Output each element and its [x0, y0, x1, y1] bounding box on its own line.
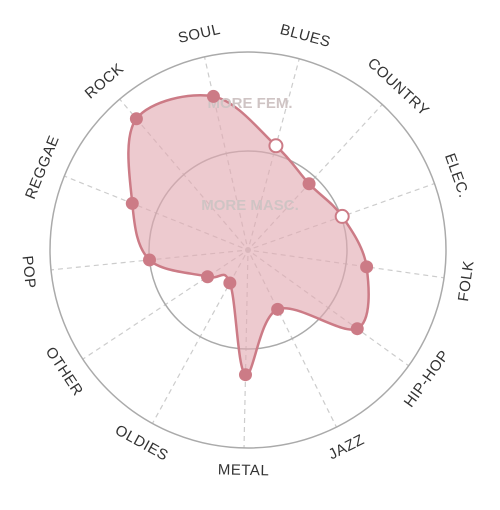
label-rock: ROCK [82, 60, 128, 102]
point-country[interactable] [302, 177, 316, 191]
point-folk[interactable] [360, 260, 374, 274]
label-blues: BLUES [278, 21, 332, 51]
point-rock[interactable] [129, 112, 143, 126]
ring-labels: MORE MASC. MORE FEM. [201, 95, 299, 214]
label-metal: METAL [218, 461, 270, 479]
radar-points [125, 89, 374, 382]
ring-label-inner: MORE MASC. [201, 197, 299, 214]
radar-area [127, 94, 370, 376]
label-country: COUNTRY [364, 55, 432, 120]
label-soul: SOUL [177, 21, 223, 47]
ring-label-outer: MORE FEM. [208, 95, 293, 112]
point-other[interactable] [201, 270, 215, 284]
label-jazz: JAZZ [326, 431, 367, 463]
label-hip-hop: HIP-HOP [401, 347, 453, 411]
label-pop: POP [19, 255, 39, 290]
point-oldies[interactable] [223, 276, 237, 290]
label-elec: ELEC. [441, 151, 472, 200]
point-hip-hop[interactable] [350, 322, 364, 336]
point-elec[interactable] [334, 208, 350, 224]
point-soul[interactable] [206, 89, 220, 103]
point-pop[interactable] [143, 253, 157, 267]
label-other: OTHER [42, 344, 87, 399]
radar-shape [127, 94, 370, 376]
point-reggae[interactable] [125, 196, 139, 210]
point-metal[interactable] [238, 368, 252, 382]
point-jazz[interactable] [271, 302, 285, 316]
point-blues[interactable] [268, 138, 284, 154]
label-reggae: REGGAE [22, 133, 63, 202]
ring-outer [49, 51, 447, 449]
label-folk: FOLK [455, 259, 478, 302]
